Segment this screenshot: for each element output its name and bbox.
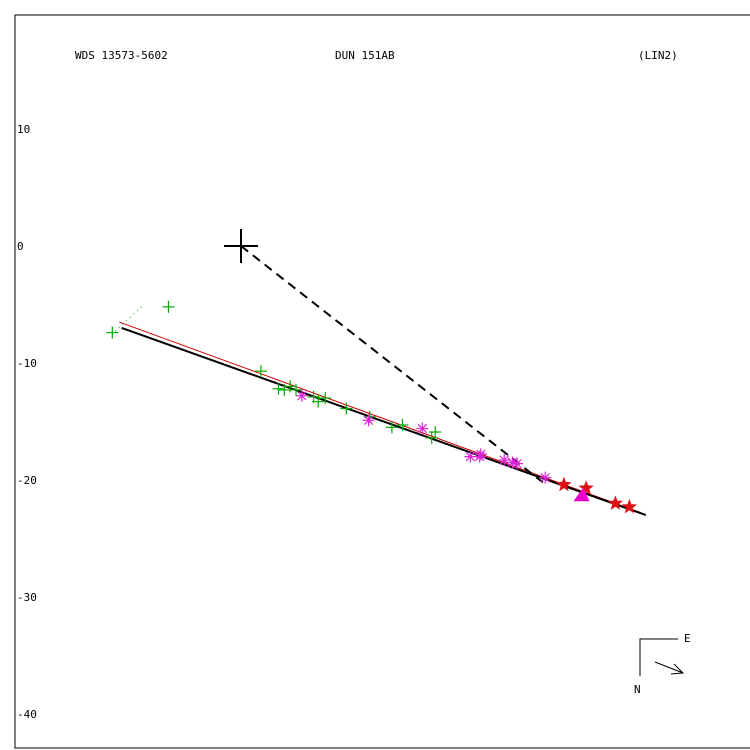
compass-north-label: N: [634, 683, 641, 696]
star-point: [578, 480, 594, 495]
asterisk-point: [464, 450, 477, 463]
y-tick-labels: 10 0 -10 -20 -30 -40: [17, 123, 37, 721]
plus-point: [425, 431, 438, 444]
asterisk-point: [511, 457, 524, 470]
compass-axes: [639, 638, 678, 676]
y-tick-label: 10: [17, 123, 30, 136]
header-wds-id: WDS 13573-5602: [75, 49, 168, 62]
data-points: [106, 229, 637, 514]
plus-point: [307, 390, 320, 403]
compass: E N: [634, 632, 691, 696]
y-tick-label: -20: [17, 474, 37, 487]
star-point: [621, 498, 637, 514]
motion-arrow-head: [670, 663, 685, 675]
plus-point: [340, 402, 353, 415]
y-tick-label: 0: [17, 240, 24, 253]
alt-fit-line: [119, 321, 642, 514]
y-tick-label: -30: [17, 591, 37, 604]
asterisk-point: [295, 389, 308, 402]
plus-point: [396, 419, 409, 432]
star-point: [607, 495, 623, 510]
primary-to-orbit-dashed-line: [240, 245, 544, 484]
compass-east-label: E: [684, 632, 691, 645]
asterisk-point: [498, 454, 511, 467]
plus-point: [254, 365, 267, 378]
y-tick-label: -40: [17, 708, 37, 721]
asterisk-point: [416, 422, 429, 435]
star-point: [556, 476, 572, 492]
plot-frame: [14, 14, 750, 749]
y-tick-label: -10: [17, 357, 37, 370]
motion-arrow-shaft: [654, 661, 684, 674]
plus-point: [289, 383, 302, 396]
triangle-point: [573, 487, 590, 502]
plus-point: [272, 382, 285, 395]
plus-point: [319, 392, 332, 405]
plus-point: [429, 426, 442, 439]
plus-point: [106, 326, 119, 339]
plus-point: [385, 421, 398, 434]
plus-point: [278, 383, 291, 396]
plus-point: [162, 300, 175, 313]
asterisk-point: [362, 414, 375, 427]
fit-lines: [111, 245, 647, 517]
asterisk-point: [539, 471, 552, 484]
plus-point: [312, 395, 325, 408]
asterisk-point: [474, 448, 487, 461]
header-method: (LIN2): [638, 49, 678, 62]
primary-star-marker: [224, 229, 258, 263]
header-pair-name: DUN 151AB: [335, 49, 395, 62]
